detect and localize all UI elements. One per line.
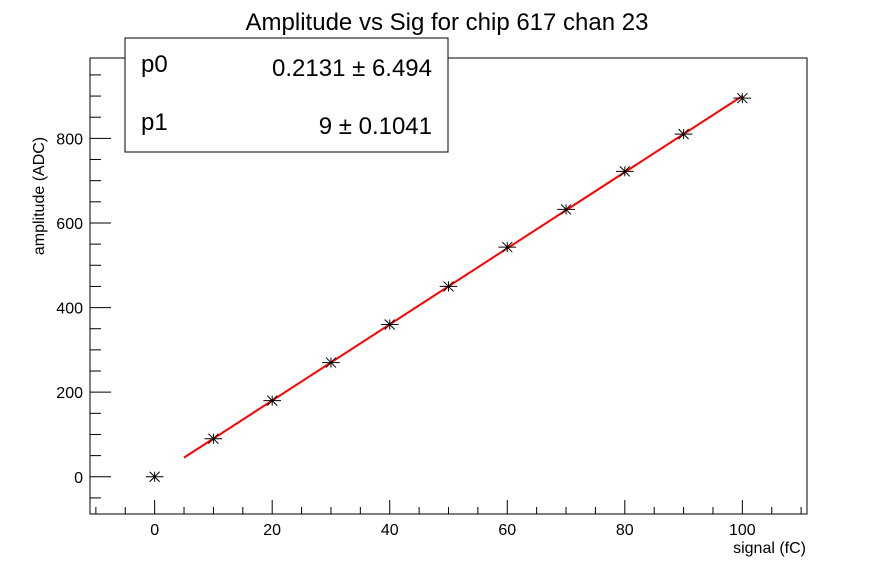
x-tick-label: 100 [729, 522, 756, 539]
data-point [439, 281, 458, 292]
data-point [733, 92, 752, 104]
y-tick-label: 0 [74, 470, 83, 487]
x-tick-label: 20 [263, 522, 281, 539]
data-point [674, 128, 693, 140]
x-tick-label: 0 [150, 522, 159, 539]
fit-stats-box: p0 0.2131 ± 6.494 p1 9 ± 0.1041 [124, 37, 449, 153]
chart-title: Amplitude vs Sig for chip 617 chan 23 [246, 9, 649, 36]
y-tick-label: 400 [56, 301, 83, 318]
param-p1-name: p1 [141, 109, 168, 136]
data-point [322, 357, 340, 368]
fit-line [183, 95, 743, 459]
data-point [263, 395, 282, 406]
data-point [615, 166, 634, 177]
x-axis: 0 20 40 60 80 100 [95, 500, 802, 539]
y-tick-label: 800 [56, 131, 83, 148]
x-tick-label: 60 [498, 522, 516, 539]
stats-box-frame [124, 37, 449, 153]
data-point [498, 241, 517, 253]
data-point [204, 433, 223, 445]
x-tick-label: 80 [616, 522, 634, 539]
param-p0-value: 0.2131 ± 6.494 [272, 55, 432, 82]
data-points [145, 92, 752, 483]
param-p1-value: 9 ± 0.1041 [319, 113, 432, 140]
y-axis: 0 200 400 600 800 [56, 74, 111, 499]
y-tick-label: 600 [56, 216, 83, 233]
data-point [380, 319, 399, 330]
x-axis-label: signal (fC) [733, 540, 806, 557]
param-p0-name: p0 [141, 51, 168, 78]
data-point [145, 471, 164, 483]
fit-line-path [183, 95, 743, 459]
y-tick-label: 200 [56, 385, 83, 402]
y-axis-label: amplitude (ADC) [31, 137, 48, 255]
data-point [557, 204, 575, 215]
x-tick-label: 40 [381, 522, 399, 539]
